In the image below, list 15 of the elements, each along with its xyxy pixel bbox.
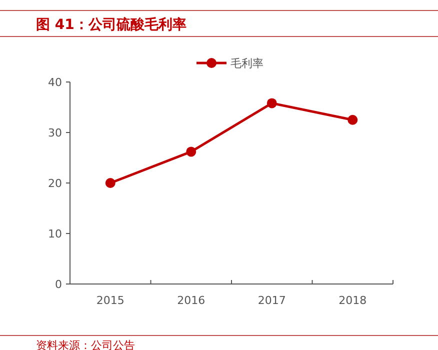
y-tick-label: 20 — [48, 176, 62, 190]
y-tick-label: 40 — [48, 76, 62, 89]
x-tick-label: 2016 — [177, 294, 206, 307]
point — [105, 178, 116, 188]
y-tick-label: 10 — [48, 227, 62, 240]
x-tick-label: 2015 — [96, 294, 124, 307]
point — [266, 98, 277, 108]
point — [186, 146, 196, 157]
y-tick-label: 0 — [55, 278, 62, 291]
chart-title: 图 41：公司硫酸毛利率 — [36, 16, 186, 33]
x-tick-label: 2018 — [338, 294, 367, 307]
point — [348, 114, 358, 125]
x-tick-label: 2017 — [258, 294, 286, 307]
y-tick-label: 30 — [48, 126, 62, 140]
legend-label: 毛利率 — [230, 56, 264, 70]
